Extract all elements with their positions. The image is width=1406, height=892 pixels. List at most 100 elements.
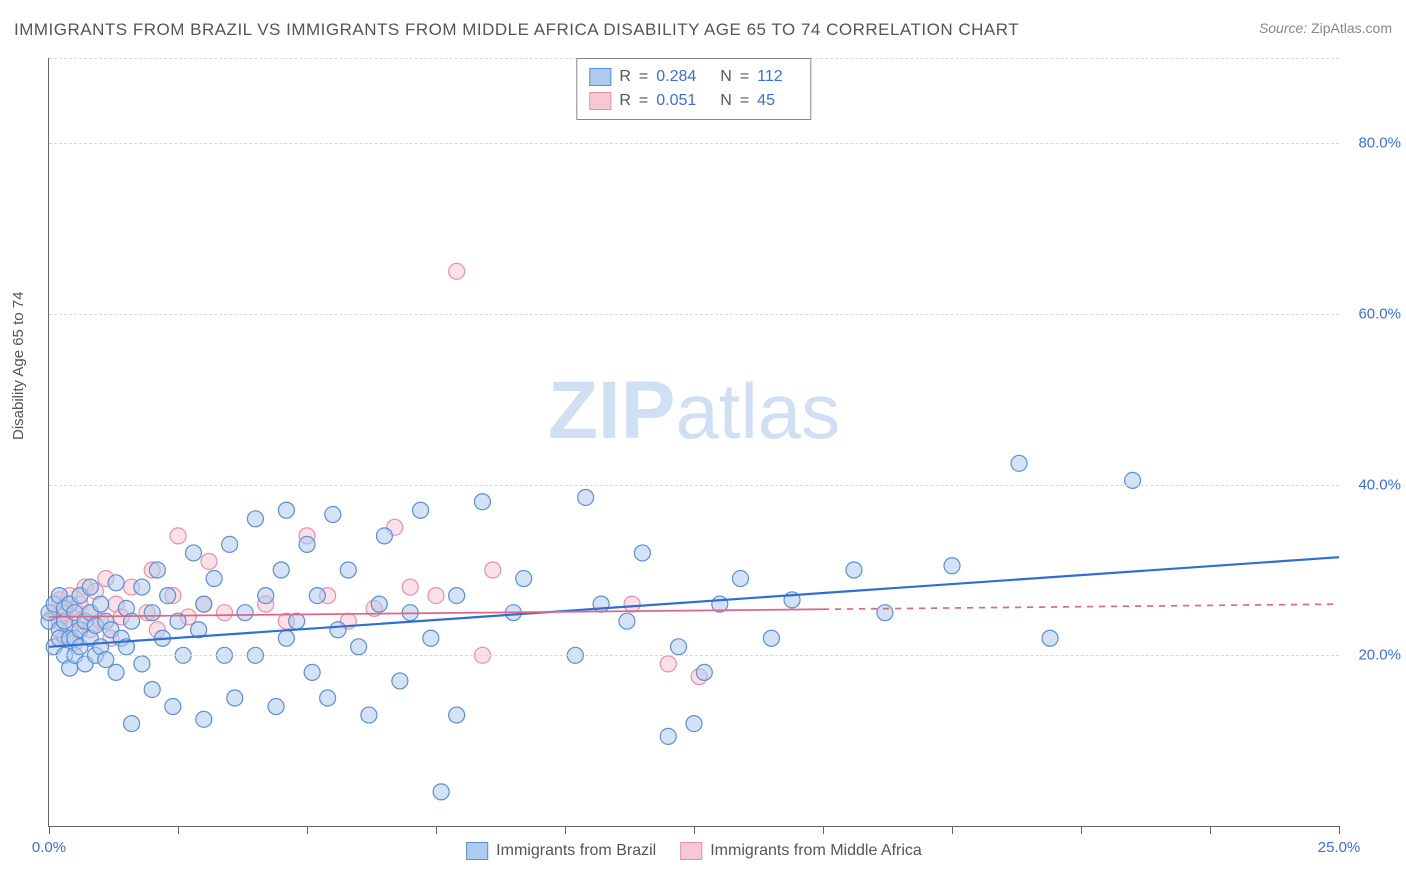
scatter-point xyxy=(578,489,594,505)
scatter-point xyxy=(619,613,635,629)
scatter-point xyxy=(144,681,160,697)
r-value-middle-africa: 0.051 xyxy=(656,89,696,113)
scatter-point xyxy=(660,656,676,672)
scatter-point xyxy=(433,784,449,800)
y-axis-label: Disability Age 65 to 74 xyxy=(10,292,27,440)
legend-swatch-brazil xyxy=(466,842,488,860)
x-tick xyxy=(1081,826,1082,834)
scatter-point xyxy=(671,639,687,655)
scatter-point xyxy=(247,511,263,527)
chart-svg xyxy=(49,58,1339,826)
scatter-point xyxy=(1011,455,1027,471)
source-attribution: Source: ZipAtlas.com xyxy=(1259,20,1392,36)
legend-label-brazil: Immigrants from Brazil xyxy=(496,842,656,860)
scatter-point xyxy=(227,690,243,706)
legend-row: R = 0.284 N = 112 xyxy=(589,65,798,89)
scatter-point xyxy=(185,545,201,561)
y-tick-label: 40.0% xyxy=(1358,476,1401,493)
x-tick-label: 25.0% xyxy=(1318,839,1361,856)
scatter-point xyxy=(320,690,336,706)
scatter-point xyxy=(449,588,465,604)
scatter-point xyxy=(1125,472,1141,488)
scatter-point xyxy=(846,562,862,578)
scatter-point xyxy=(485,562,501,578)
scatter-point xyxy=(124,716,140,732)
scatter-point xyxy=(222,536,238,552)
x-tick xyxy=(952,826,953,834)
scatter-point xyxy=(278,502,294,518)
scatter-point xyxy=(237,605,253,621)
equals-sign: = xyxy=(740,65,749,89)
x-tick xyxy=(565,826,566,834)
scatter-point xyxy=(160,588,176,604)
scatter-point xyxy=(1042,630,1058,646)
scatter-point xyxy=(449,263,465,279)
scatter-point xyxy=(351,639,367,655)
scatter-point xyxy=(170,528,186,544)
scatter-point xyxy=(330,622,346,638)
equals-sign: = xyxy=(740,89,749,113)
equals-sign: = xyxy=(639,89,648,113)
scatter-point xyxy=(696,664,712,680)
scatter-point xyxy=(134,579,150,595)
gridline xyxy=(49,314,1339,315)
x-tick xyxy=(694,826,695,834)
scatter-point xyxy=(340,562,356,578)
scatter-point xyxy=(732,571,748,587)
x-tick xyxy=(823,826,824,834)
scatter-point xyxy=(93,596,109,612)
trend-line xyxy=(49,609,823,617)
legend-row: R = 0.051 N = 45 xyxy=(589,89,798,113)
scatter-point xyxy=(877,605,893,621)
y-tick-label: 20.0% xyxy=(1358,647,1401,664)
scatter-point xyxy=(108,664,124,680)
scatter-point xyxy=(516,571,532,587)
scatter-point xyxy=(392,673,408,689)
scatter-point xyxy=(474,494,490,510)
chart-title: IMMIGRANTS FROM BRAZIL VS IMMIGRANTS FRO… xyxy=(14,20,1019,40)
n-value-middle-africa: 45 xyxy=(757,89,775,113)
legend-swatch-middle-africa xyxy=(589,92,611,110)
y-tick-label: 80.0% xyxy=(1358,135,1401,152)
scatter-point xyxy=(165,699,181,715)
legend-item-brazil: Immigrants from Brazil xyxy=(466,842,656,860)
scatter-point xyxy=(686,716,702,732)
n-label: N xyxy=(720,89,732,113)
scatter-point xyxy=(258,588,274,604)
x-tick xyxy=(436,826,437,834)
scatter-point xyxy=(309,588,325,604)
correlation-legend: R = 0.284 N = 112 R = 0.051 N = 45 xyxy=(576,58,811,120)
scatter-point xyxy=(376,528,392,544)
plot-area: R = 0.284 N = 112 R = 0.051 N = 45 ZIPat… xyxy=(48,58,1339,827)
series-legend: Immigrants from Brazil Immigrants from M… xyxy=(466,842,922,860)
scatter-point xyxy=(196,596,212,612)
legend-item-middle-africa: Immigrants from Middle Africa xyxy=(680,842,922,860)
source-value: ZipAtlas.com xyxy=(1311,20,1392,36)
scatter-point xyxy=(361,707,377,723)
y-tick-label: 60.0% xyxy=(1358,306,1401,323)
gridline xyxy=(49,655,1339,656)
legend-label-middle-africa: Immigrants from Middle Africa xyxy=(710,842,922,860)
scatter-point xyxy=(98,652,114,668)
x-tick-label: 0.0% xyxy=(32,839,66,856)
r-label: R xyxy=(619,65,631,89)
gridline xyxy=(49,143,1339,144)
scatter-point xyxy=(82,579,98,595)
x-tick xyxy=(178,826,179,834)
x-tick xyxy=(307,826,308,834)
scatter-point xyxy=(413,502,429,518)
legend-swatch-middle-africa xyxy=(680,842,702,860)
r-value-brazil: 0.284 xyxy=(656,65,696,89)
scatter-point xyxy=(428,588,444,604)
scatter-point xyxy=(634,545,650,561)
scatter-point xyxy=(624,596,640,612)
scatter-point xyxy=(423,630,439,646)
equals-sign: = xyxy=(639,65,648,89)
scatter-point xyxy=(273,562,289,578)
scatter-point xyxy=(299,536,315,552)
scatter-point xyxy=(149,562,165,578)
source-label: Source: xyxy=(1259,20,1307,36)
scatter-point xyxy=(278,630,294,646)
scatter-point xyxy=(402,579,418,595)
r-label: R xyxy=(619,89,631,113)
